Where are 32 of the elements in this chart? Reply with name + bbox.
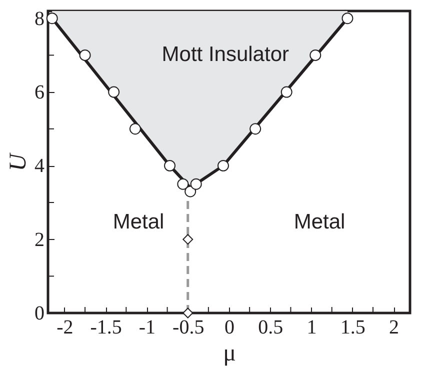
x-tick-label: -0.5 <box>172 316 204 338</box>
point <box>280 86 292 98</box>
point <box>79 49 91 61</box>
point <box>310 49 322 61</box>
point <box>182 234 194 245</box>
point <box>46 12 58 24</box>
point <box>177 178 189 190</box>
x-tick-label: -2 <box>56 316 74 338</box>
y-tick-label: 4 <box>34 155 44 178</box>
point <box>108 86 120 98</box>
y-tick-label: 8 <box>34 8 44 30</box>
point <box>217 160 229 172</box>
point <box>182 308 194 318</box>
y-tick-label: 0 <box>34 302 44 324</box>
annotation: Metal <box>112 210 164 234</box>
x-tick-label: -1 <box>138 316 156 338</box>
x-axis-title: μ <box>223 340 236 366</box>
y-axis-title: U <box>6 152 32 172</box>
x-tick-label: 0 <box>224 316 234 338</box>
x-tick-label: 1 <box>306 316 317 338</box>
point <box>250 123 262 135</box>
x-tick-label: -1.5 <box>90 316 122 338</box>
point <box>164 160 176 172</box>
x-tick-label: 0.5 <box>258 316 284 338</box>
y-tick-label: 6 <box>34 82 44 104</box>
point <box>342 12 354 24</box>
annotation: Mott Insulator <box>162 42 289 66</box>
x-tick-label: 1.5 <box>340 316 366 338</box>
annotation: Metal <box>294 210 346 234</box>
x-tick-label: 2 <box>389 316 400 338</box>
point <box>190 178 202 190</box>
y-tick-label: 2 <box>34 228 44 251</box>
